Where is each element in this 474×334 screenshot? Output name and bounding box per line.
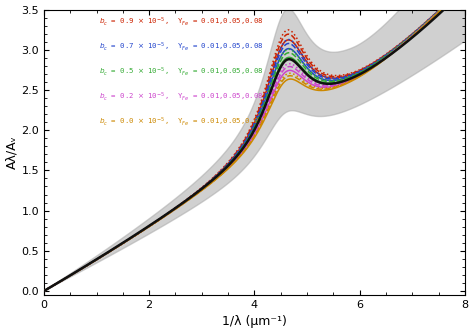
Text: $b_c$ = 0.9 $\times$ 10$^{-5}$,  Y$_{Fe}$ = 0.01,0.05,0.08: $b_c$ = 0.9 $\times$ 10$^{-5}$, Y$_{Fe}$… <box>99 15 263 28</box>
Text: $b_c$ = 0.7 $\times$ 10$^{-5}$,  Y$_{Fe}$ = 0.01,0.05,0.08: $b_c$ = 0.7 $\times$ 10$^{-5}$, Y$_{Fe}$… <box>99 40 263 53</box>
Y-axis label: Aλ/Aᵥ: Aλ/Aᵥ <box>6 135 18 169</box>
Text: $b_c$ = 0.5 $\times$ 10$^{-5}$,  Y$_{Fe}$ = 0.01,0.05,0.08: $b_c$ = 0.5 $\times$ 10$^{-5}$, Y$_{Fe}$… <box>99 65 263 78</box>
Text: $b_c$ = 0.2 $\times$ 10$^{-5}$,  Y$_{Fe}$ = 0.01,0.05,0.08: $b_c$ = 0.2 $\times$ 10$^{-5}$, Y$_{Fe}$… <box>99 91 263 103</box>
X-axis label: 1/λ (μm⁻¹): 1/λ (μm⁻¹) <box>222 315 287 328</box>
Text: $b_c$ = 0.0 $\times$ 10$^{-5}$,  Y$_{Fe}$ = 0.01,0.05,0.08: $b_c$ = 0.0 $\times$ 10$^{-5}$, Y$_{Fe}$… <box>99 116 263 128</box>
